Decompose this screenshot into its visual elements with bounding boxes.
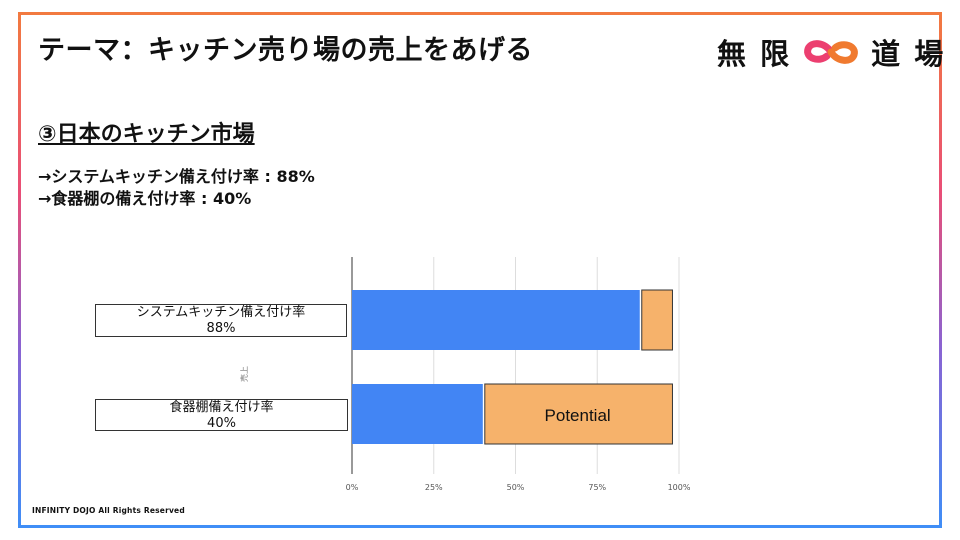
infinity-mark-icon [804,40,858,64]
x-tick-label: 25% [425,483,443,492]
x-tick-label: 50% [507,483,525,492]
logo-text-left: 無 限 [717,37,792,71]
category-label-cupboard: 食器棚備え付け率 40% [95,399,348,431]
x-tick-label: 0% [346,483,359,492]
footer-copyright: INFINITY DOJO All Rights Reserved [32,506,185,515]
stat-line-kitchen: →システムキッチン備え付け率 : 88% [38,167,315,186]
stat-line-cupboard: →食器棚の備え付け率 : 40% [38,189,252,208]
brand-logo: 無 限 道 場 [717,32,945,72]
category-label-kitchen: システムキッチン備え付け率 88% [95,304,347,337]
bar-1-series-1 [484,383,673,445]
category-label-cupboard-name: 食器棚備え付け率 [169,400,274,415]
category-label-kitchen-name: システムキッチン備え付け率 [136,305,306,320]
logo-text-right: 道 場 [871,37,946,71]
y-axis-label: 売上 [239,366,249,382]
x-tick-label: 100% [668,483,691,492]
slide-title: テーマ：キッチン売り場の売上をあげる [38,35,533,66]
x-tick-label: 75% [588,483,606,492]
category-label-kitchen-value: 88% [206,321,236,336]
section-heading: ③日本のキッチン市場 [38,122,255,147]
bar-1-series-0 [352,384,483,444]
category-label-cupboard-value: 40% [207,416,236,431]
bar-annotation: Potential [545,406,611,425]
bar-0-series-0 [352,290,640,350]
bar-0-series-1 [641,289,673,351]
